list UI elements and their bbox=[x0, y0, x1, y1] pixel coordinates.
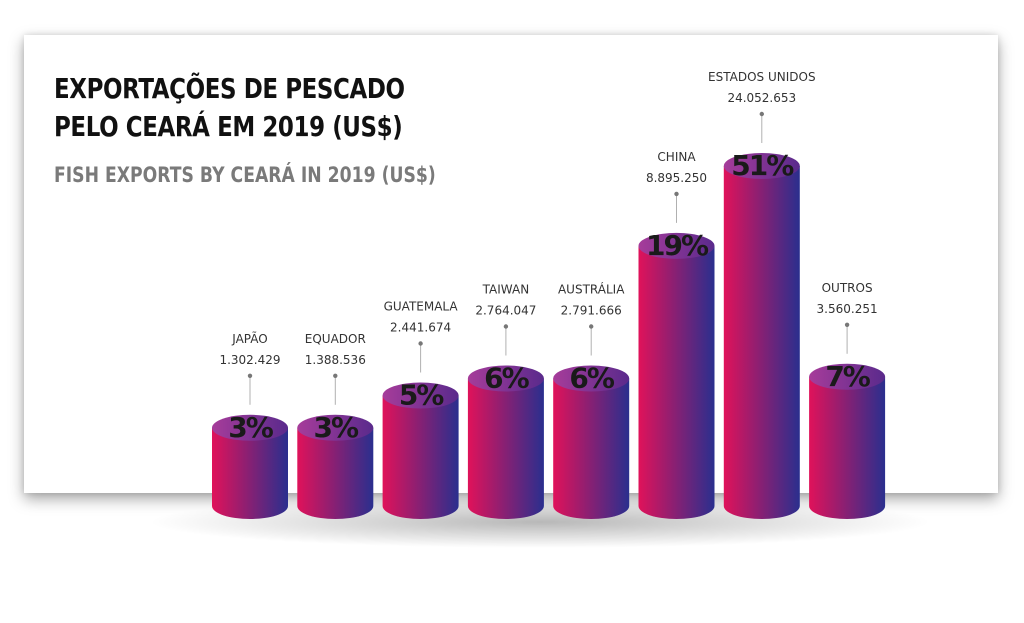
bar-percent-label: 3% bbox=[228, 411, 273, 444]
bar-category-label: AUSTRÁLIA bbox=[558, 282, 625, 297]
chart-title-line-2: PELO CEARÁ EM 2019 (US$) bbox=[54, 110, 403, 143]
bar-category-label: GUATEMALA bbox=[384, 300, 459, 314]
bar-top bbox=[382, 382, 459, 409]
bars-group: 3% 1.302.429 JAPÃO 3% 1.388.536 EQUADOR 5% 2.44… bbox=[212, 70, 886, 520]
bar-category-label: ESTADOS UNIDOS bbox=[708, 70, 816, 84]
bar-percent-label: 6% bbox=[569, 362, 614, 395]
bar-top bbox=[467, 365, 544, 392]
bar-top bbox=[809, 363, 886, 390]
chart-subtitle: FISH EXPORTS BY CEARÁ IN 2019 (US$) bbox=[54, 163, 436, 187]
bar bbox=[212, 427, 288, 519]
bar-top bbox=[297, 414, 374, 441]
bar-category-label: EQUADOR bbox=[305, 332, 366, 346]
leader-dot bbox=[844, 322, 850, 327]
bar-category-label: CHINA bbox=[657, 150, 696, 164]
leader-dot bbox=[759, 111, 764, 117]
bar-top bbox=[723, 153, 800, 179]
bar-value-label: 3.560.251 bbox=[817, 302, 878, 316]
bar-top bbox=[212, 414, 288, 441]
bar-percent-label: 3% bbox=[314, 411, 359, 444]
bar-category-label: JAPÃO bbox=[231, 331, 267, 346]
bar-percent-label: 5% bbox=[399, 379, 444, 412]
chart-title-line-1: EXPORTAÇÕES DE PESCADO bbox=[54, 72, 405, 105]
leader-dot bbox=[333, 373, 338, 378]
bar-value-label: 1.388.536 bbox=[305, 353, 366, 367]
bar bbox=[638, 245, 715, 519]
bar-value-label: 24.052.653 bbox=[727, 91, 796, 105]
bar-top bbox=[638, 232, 715, 259]
bar-value-label: 2.791.666 bbox=[561, 304, 622, 318]
leader-dot bbox=[674, 191, 679, 197]
bar-category-label: TAIWAN bbox=[482, 283, 530, 297]
bar-value-label: 8.895.250 bbox=[646, 171, 707, 185]
bar-percent-label: 7% bbox=[825, 360, 870, 393]
bar-percent-label: 6% bbox=[484, 362, 529, 395]
leader-dot bbox=[503, 324, 509, 329]
bar-percent-label: 19% bbox=[646, 229, 709, 262]
leader-dot bbox=[247, 373, 253, 378]
bar bbox=[467, 378, 544, 520]
bar bbox=[297, 427, 374, 519]
bar bbox=[382, 395, 459, 519]
bar bbox=[553, 378, 630, 519]
leader-dot bbox=[589, 324, 594, 329]
bar-value-label: 1.302.429 bbox=[219, 353, 280, 367]
bar bbox=[809, 376, 886, 519]
bar-value-label: 2.441.674 bbox=[390, 321, 451, 335]
bar-top bbox=[553, 365, 630, 392]
bar-value-label: 2.764.047 bbox=[475, 304, 536, 318]
bar-percent-label: 51% bbox=[731, 149, 794, 182]
bar bbox=[723, 166, 800, 519]
leader-dot bbox=[418, 341, 423, 346]
bar-category-label: OUTROS bbox=[822, 281, 873, 295]
